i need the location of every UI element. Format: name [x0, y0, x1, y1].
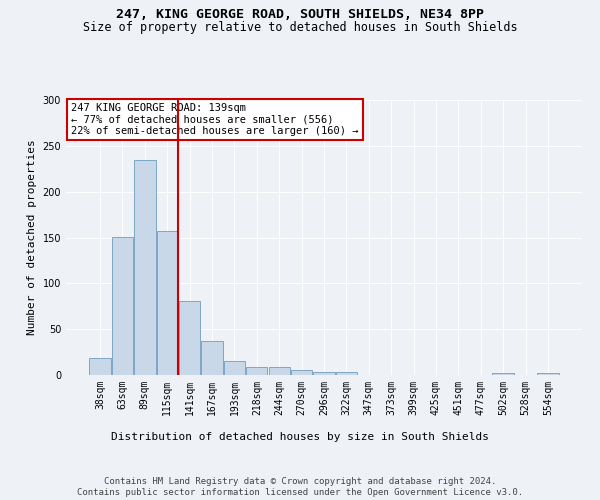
Bar [313, 372, 335, 375]
Bar [224, 361, 245, 375]
Y-axis label: Number of detached properties: Number of detached properties [27, 140, 37, 336]
Text: Contains HM Land Registry data © Crown copyright and database right 2024.
Contai: Contains HM Land Registry data © Crown c… [77, 478, 523, 497]
Text: Size of property relative to detached houses in South Shields: Size of property relative to detached ho… [83, 21, 517, 34]
Bar [336, 372, 357, 375]
Bar [112, 236, 133, 375]
Bar [537, 373, 559, 375]
Bar [157, 231, 178, 375]
Bar [89, 358, 111, 375]
Bar [202, 341, 223, 375]
Bar [179, 300, 200, 375]
Bar [291, 370, 312, 375]
Bar [269, 367, 290, 375]
Bar [246, 367, 268, 375]
Text: Distribution of detached houses by size in South Shields: Distribution of detached houses by size … [111, 432, 489, 442]
Text: 247 KING GEORGE ROAD: 139sqm
← 77% of detached houses are smaller (556)
22% of s: 247 KING GEORGE ROAD: 139sqm ← 77% of de… [71, 103, 359, 136]
Bar [493, 373, 514, 375]
Text: 247, KING GEORGE ROAD, SOUTH SHIELDS, NE34 8PP: 247, KING GEORGE ROAD, SOUTH SHIELDS, NE… [116, 8, 484, 20]
Bar [134, 160, 155, 375]
